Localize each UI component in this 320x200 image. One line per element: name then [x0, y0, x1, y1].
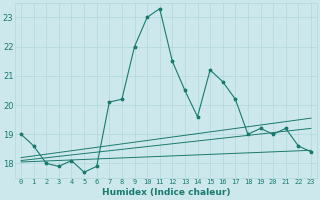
X-axis label: Humidex (Indice chaleur): Humidex (Indice chaleur): [102, 188, 230, 197]
